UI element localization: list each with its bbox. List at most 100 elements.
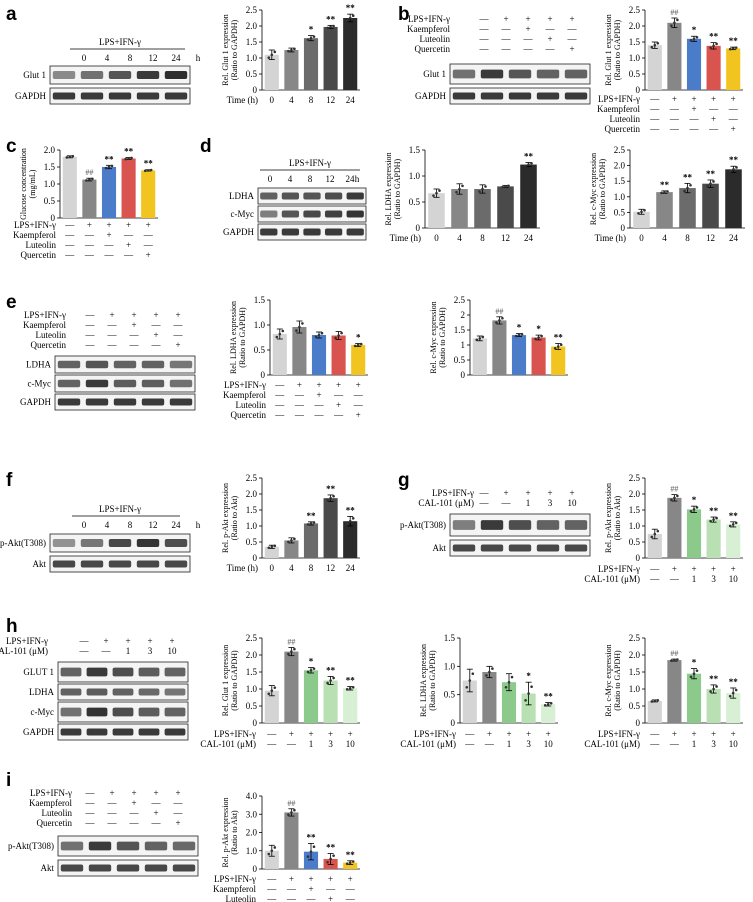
blot-band (108, 92, 132, 100)
data-point (287, 813, 290, 816)
y-tick-label: 2.0 (629, 650, 641, 660)
blot-band (172, 864, 196, 872)
data-point (326, 26, 329, 30)
chart-h1: 0 0.5 1.0 1.5 2.0 2.5 Rel. Glut 1 expression(R… (221, 633, 360, 728)
y-tick-label: 1.0 (444, 661, 456, 671)
y-tick-label: 1.5 (246, 505, 258, 515)
data-point (332, 24, 335, 28)
treatment-sign: + (336, 400, 341, 410)
data-point (549, 701, 553, 705)
y-tick-label: 1.5 (44, 162, 56, 172)
x-tick-label: 8 (480, 233, 485, 243)
significance-mark: ** (729, 677, 739, 687)
bar (141, 170, 156, 218)
bar (303, 523, 319, 558)
blot-band (164, 707, 186, 717)
significance-mark: ## (670, 8, 678, 17)
treatment-sign: 1 (309, 739, 314, 749)
data-point (692, 37, 696, 41)
y-axis-label: Rel. Glut 1 expression(Ratio to GAPDH) (221, 14, 239, 86)
treatment-sign: — (501, 34, 512, 44)
blot-band (86, 667, 108, 677)
treatment-sign: + (153, 330, 158, 340)
bar (706, 45, 721, 90)
lane-label: 0 (82, 520, 87, 530)
data-point (293, 647, 296, 651)
data-point (290, 811, 293, 814)
blot-band (303, 228, 321, 236)
significance-mark: ** (729, 36, 739, 46)
treatment-sign: — (286, 884, 297, 894)
y-tick-label: 0.5 (614, 207, 626, 217)
bar (647, 45, 662, 90)
blot-strip: p-Akt(T308) (400, 513, 591, 537)
y-axis-label: Rel. c-Myc expression(Ratio to GAPDH) (429, 301, 447, 373)
treatment-sign: — (85, 330, 96, 340)
data-point (695, 506, 699, 509)
blot-label: p-Akt(T308) (0, 538, 46, 548)
treatment-sign: 3 (711, 739, 716, 749)
data-point (351, 517, 355, 520)
blot-strip: p-Akt(T308) (0, 533, 191, 553)
blot-strip: LDHA (26, 355, 196, 374)
data-point (510, 675, 514, 679)
treatment-sign: — (708, 124, 719, 134)
treatment-sign: + (525, 488, 530, 498)
lane-label: 24 (172, 53, 182, 63)
bar (520, 164, 537, 228)
treatment-sign: + (503, 14, 508, 24)
treatment-sign: — (669, 124, 680, 134)
significance-mark: ** (124, 146, 134, 156)
blot-band (60, 864, 84, 872)
treatment-sign: — (64, 250, 75, 260)
data-point (348, 16, 352, 20)
data-point (273, 50, 277, 54)
treatment-sign: — (84, 250, 95, 260)
treatment-sign: — (728, 114, 739, 124)
data-point (729, 169, 732, 173)
data-point (732, 168, 735, 171)
chart-d2: 0 0.5 1.0 1.5 2.0 2.5 Rel. c-Myc expression(Ra… (589, 145, 745, 243)
blot-label: c-Myc (231, 209, 255, 219)
treatment-sign: — (314, 410, 325, 420)
blot-band (136, 71, 160, 79)
treatment-sign: — (123, 230, 134, 240)
blot-band (141, 360, 165, 369)
data-point (514, 334, 518, 338)
treatment-sign: — (649, 114, 660, 124)
data-point (650, 535, 654, 539)
blot-band (169, 360, 193, 369)
bar (343, 18, 358, 90)
data-point (312, 35, 316, 38)
y-tick-label: 1.5 (454, 325, 466, 335)
treatment-label: LPS+IFN-γ (224, 380, 266, 390)
y-tick-label: 2.0 (246, 21, 258, 31)
data-point (281, 329, 285, 333)
blot-band (144, 841, 168, 851)
blot-band (57, 360, 81, 369)
bar (726, 693, 741, 723)
blot-label: c-Myc (31, 707, 55, 717)
data-point (317, 333, 321, 337)
treatment-sign: — (501, 498, 512, 508)
x-tick-label: 8 (309, 95, 314, 105)
y-tick-label: 0 (621, 223, 626, 233)
blot-label: GAPDH (15, 91, 47, 101)
blot-strip: c-Myc (28, 374, 196, 393)
data-point (273, 544, 277, 548)
blot-band (536, 69, 560, 79)
data-point (650, 700, 654, 703)
y-tick-label: 0 (636, 718, 641, 728)
bar (343, 688, 358, 723)
lane-label: 12 (326, 174, 335, 184)
blot-band (169, 379, 193, 388)
blot-band (346, 210, 364, 218)
blot-label: LDHA (29, 687, 54, 697)
y-tick-label: 1.5 (246, 37, 258, 47)
data-point (71, 154, 75, 158)
y-tick-label: 0.5 (629, 701, 641, 711)
treatment-sign: 1 (507, 739, 512, 749)
data-point (734, 688, 738, 692)
chart-g: 0 0.5 1.0 1.5 2.0 2.5 Rel. p-Akt expression(Ra… (604, 473, 743, 563)
bar (331, 335, 346, 375)
